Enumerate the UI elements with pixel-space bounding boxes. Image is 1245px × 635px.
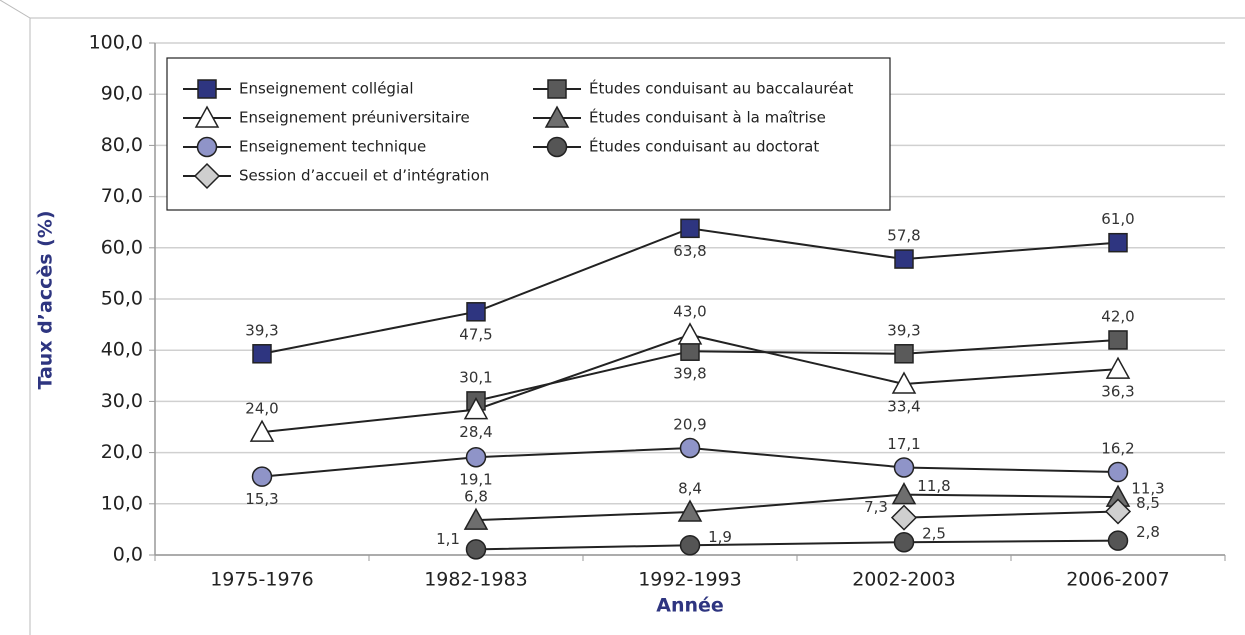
value-label: 17,1 [887, 435, 920, 453]
marker [680, 218, 700, 239]
marker [196, 136, 218, 158]
x-tick-label: 1975-1976 [210, 569, 314, 591]
value-label: 47,5 [459, 325, 492, 343]
value-label: 8,4 [678, 479, 702, 497]
y-axis-title: Taux d’accès (%) [35, 210, 57, 389]
series-line [475, 338, 1119, 402]
marker [466, 302, 486, 322]
marker [465, 446, 487, 468]
marker [894, 249, 914, 269]
marker [679, 535, 701, 556]
legend-label: Études conduisant à la maîtrise [589, 108, 826, 127]
marker [463, 397, 489, 420]
y-tick-label: 30,0 [101, 390, 143, 412]
value-label: 39,8 [673, 365, 706, 383]
value-label: 19,1 [459, 471, 492, 489]
marker [893, 531, 915, 553]
marker [251, 466, 273, 487]
y-tick-label: 20,0 [101, 441, 143, 463]
value-label: 8,5 [1136, 494, 1160, 512]
marker [249, 419, 275, 442]
value-label: 39,3 [887, 321, 920, 339]
value-label: 6,8 [464, 488, 488, 506]
y-tick-label: 0,0 [113, 544, 143, 566]
y-tick-label: 80,0 [101, 134, 143, 156]
value-label: 33,4 [887, 397, 920, 415]
marker [1107, 461, 1129, 483]
value-label: 61,0 [1101, 210, 1134, 228]
marker [891, 371, 917, 394]
marker [1107, 530, 1129, 551]
marker [465, 539, 487, 560]
legend-label: Session d’accueil et d’intégration [239, 167, 489, 185]
x-tick-label: 1992-1993 [638, 569, 742, 591]
legend-label: Enseignement collégial [239, 80, 414, 98]
legend-label: Enseignement technique [239, 138, 426, 156]
x-tick-label: 2006-2007 [1066, 569, 1170, 591]
value-label: 28,4 [459, 423, 492, 441]
value-label: 30,1 [459, 368, 492, 386]
y-tick-label: 60,0 [101, 236, 143, 258]
y-tick-label: 70,0 [101, 185, 143, 207]
marker [1108, 330, 1128, 350]
marker [194, 105, 220, 128]
value-label: 57,8 [887, 227, 920, 245]
marker [463, 507, 489, 530]
value-label: 15,3 [245, 490, 278, 508]
legend-box [166, 57, 891, 211]
value-label: 63,8 [673, 242, 706, 260]
marker [252, 344, 272, 364]
marker [677, 322, 703, 345]
x-tick-label: 2002-2003 [852, 569, 956, 591]
value-label: 11,8 [917, 477, 950, 495]
value-label: 7,3 [864, 498, 888, 516]
marker [546, 136, 568, 158]
marker [1104, 498, 1132, 525]
value-label: 1,1 [436, 530, 460, 548]
value-label: 36,3 [1101, 383, 1134, 401]
value-label: 39,3 [245, 321, 278, 339]
value-label: 1,9 [708, 528, 732, 546]
legend-label: Études conduisant au doctorat [589, 137, 819, 156]
x-axis-title: Année [656, 595, 724, 617]
value-label: 16,2 [1101, 440, 1134, 458]
marker [547, 79, 567, 99]
value-label: 2,5 [922, 525, 946, 543]
value-label: 42,0 [1101, 307, 1134, 325]
value-label: 11,3 [1131, 480, 1164, 498]
marker [894, 344, 914, 364]
marker [1105, 356, 1131, 379]
marker [197, 79, 217, 99]
value-label: 2,8 [1136, 523, 1160, 541]
marker [544, 105, 570, 128]
marker [1108, 232, 1128, 253]
value-label: 24,0 [245, 400, 278, 418]
marker [677, 499, 703, 522]
marker [893, 457, 915, 478]
series-line [475, 539, 1119, 551]
y-tick-label: 40,0 [101, 339, 143, 361]
marker [193, 162, 221, 190]
legend: Enseignement collégial Enseignement préun… [166, 57, 891, 211]
legend-label: Études conduisant au baccalauréat [589, 79, 853, 98]
marker [891, 482, 917, 505]
y-tick-label: 100,0 [89, 32, 143, 54]
marker [680, 341, 700, 361]
legend-label: Enseignement préuniversitaire [239, 109, 470, 127]
x-tick-label: 1982-1983 [424, 569, 528, 591]
marker [890, 504, 918, 531]
y-tick-label: 10,0 [101, 492, 143, 514]
marker [679, 437, 701, 459]
value-label: 43,0 [673, 302, 706, 320]
y-tick-label: 90,0 [101, 83, 143, 105]
y-tick-label: 50,0 [101, 288, 143, 310]
series-line [475, 493, 1119, 522]
series-line [903, 510, 1119, 519]
value-label: 20,9 [673, 415, 706, 433]
